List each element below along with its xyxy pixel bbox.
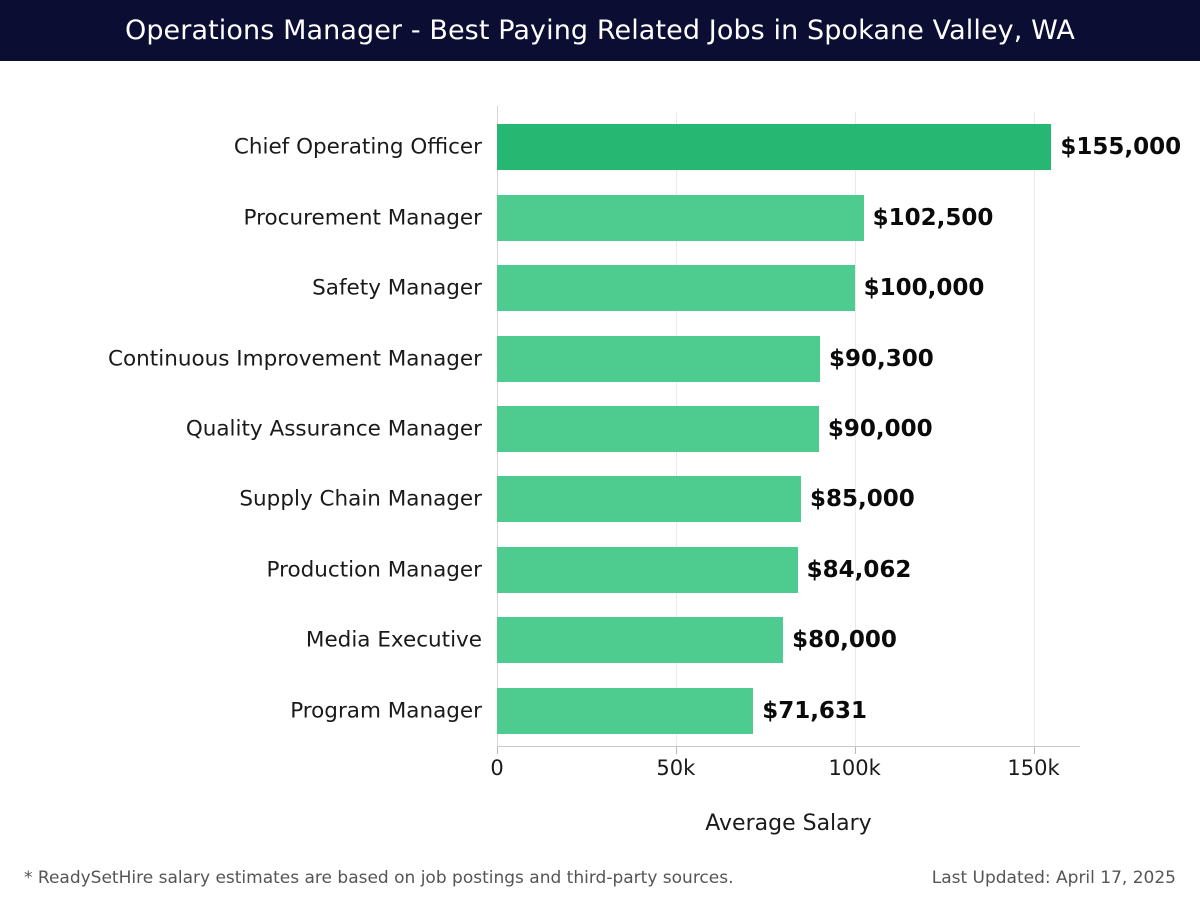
category-label: Procurement Manager bbox=[243, 205, 482, 231]
bar[interactable] bbox=[497, 476, 802, 523]
bar-value-label: $102,500 bbox=[872, 204, 994, 231]
bar-row[interactable]: Media Executive $80,000 bbox=[0, 605, 1200, 675]
bar[interactable] bbox=[497, 687, 754, 734]
tick-mark-150k bbox=[1033, 747, 1035, 754]
bar[interactable] bbox=[497, 546, 798, 593]
footer-disclaimer: * ReadySetHire salary estimates are base… bbox=[24, 868, 734, 888]
bar[interactable] bbox=[497, 617, 784, 664]
bar-value-label: $85,000 bbox=[810, 486, 915, 513]
bar-container: $100,000 bbox=[497, 265, 985, 312]
bar-container: $80,000 bbox=[497, 617, 897, 664]
bar-value-label: $100,000 bbox=[863, 275, 985, 302]
category-label: Quality Assurance Manager bbox=[185, 416, 482, 442]
tick-mark-0 bbox=[497, 747, 498, 754]
bar-container: $71,631 bbox=[497, 687, 867, 734]
tick-mark-50k bbox=[675, 747, 677, 754]
bar-value-label: $155,000 bbox=[1060, 134, 1182, 161]
bar-row[interactable]: Production Manager $84,062 bbox=[0, 535, 1200, 605]
category-label: Program Manager bbox=[290, 698, 482, 724]
bar[interactable] bbox=[497, 265, 855, 312]
bar-container: $102,500 bbox=[497, 194, 994, 241]
footer: * ReadySetHire salary estimates are base… bbox=[0, 868, 1200, 920]
bar[interactable] bbox=[497, 194, 864, 241]
x-tick-label-50k: 50k bbox=[656, 756, 696, 780]
x-tick-label-100k: 100k bbox=[828, 756, 881, 780]
gridline-100k bbox=[854, 112, 856, 746]
bar-container: $84,062 bbox=[497, 546, 912, 593]
category-label: Production Manager bbox=[266, 557, 482, 583]
bar-row[interactable]: Supply Chain Manager $85,000 bbox=[0, 464, 1200, 534]
bar-row[interactable]: Program Manager $71,631 bbox=[0, 676, 1200, 746]
bar-row[interactable]: Safety Manager $100,000 bbox=[0, 253, 1200, 323]
bar-row[interactable]: Procurement Manager $102,500 bbox=[0, 182, 1200, 252]
category-label: Safety Manager bbox=[312, 275, 482, 301]
bar-row[interactable]: Continuous Improvement Manager $90,300 bbox=[0, 323, 1200, 393]
bar-value-label: $84,062 bbox=[806, 556, 912, 583]
chart-header: Operations Manager - Best Paying Related… bbox=[0, 0, 1200, 61]
bar-value-label: $90,300 bbox=[828, 345, 934, 372]
bar-row[interactable]: Chief Operating Officer $155,000 bbox=[0, 112, 1200, 182]
x-tick-label-0: 0 bbox=[490, 756, 504, 780]
category-label: Media Executive bbox=[305, 627, 482, 653]
x-axis-title: Average Salary bbox=[705, 811, 872, 836]
bar-container: $90,300 bbox=[497, 335, 934, 382]
category-label: Chief Operating Officer bbox=[233, 134, 482, 160]
page-title: Operations Manager - Best Paying Related… bbox=[124, 15, 1076, 46]
x-axis-line bbox=[497, 746, 1080, 747]
category-label: Supply Chain Manager bbox=[239, 486, 482, 512]
gridline-150k bbox=[1033, 112, 1035, 746]
footer-last-updated: Last Updated: April 17, 2025 bbox=[931, 868, 1176, 888]
bar-container: $90,000 bbox=[497, 405, 933, 452]
bar[interactable] bbox=[497, 124, 1052, 171]
bar-container: $85,000 bbox=[497, 476, 915, 523]
category-label: Continuous Improvement Manager bbox=[108, 346, 482, 372]
bar-row[interactable]: Quality Assurance Manager $90,000 bbox=[0, 394, 1200, 464]
bar[interactable] bbox=[497, 405, 819, 452]
x-tick-label-150k: 150k bbox=[1007, 756, 1060, 780]
tick-mark-100k bbox=[854, 747, 856, 754]
bar-value-label: $80,000 bbox=[792, 627, 897, 654]
chart-canvas: Chief Operating Officer $155,000 Procureme… bbox=[0, 61, 1200, 850]
bar-value-label: $90,000 bbox=[827, 415, 933, 442]
bar-value-label: $71,631 bbox=[762, 697, 867, 724]
bar[interactable] bbox=[497, 335, 820, 382]
bar-container: $155,000 bbox=[497, 124, 1182, 171]
